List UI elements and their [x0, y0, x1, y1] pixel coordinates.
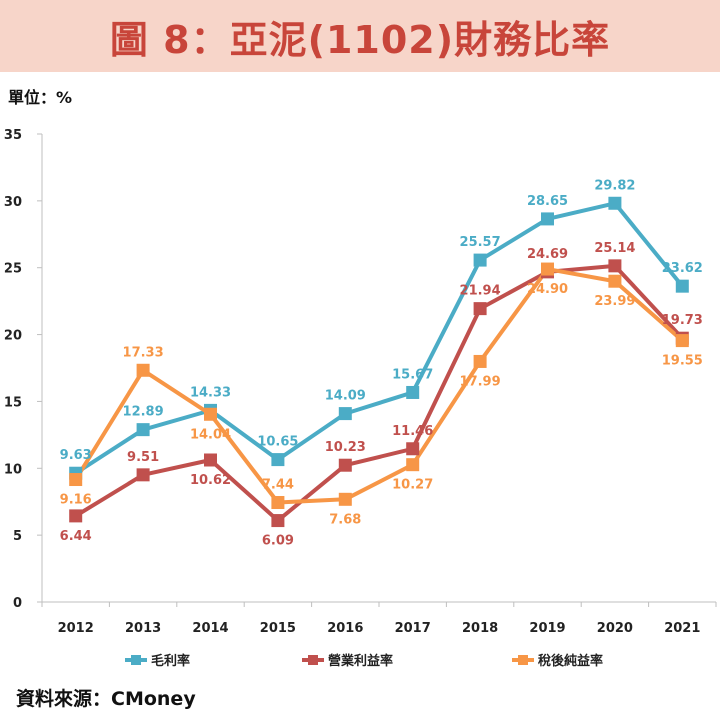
- data-label: 17.99: [460, 374, 501, 389]
- data-label: 23.99: [594, 294, 635, 309]
- data-label: 11.46: [392, 424, 433, 439]
- data-label: 28.65: [527, 194, 568, 209]
- data-point: [675, 334, 689, 348]
- data-point: [204, 453, 217, 467]
- data-point: [541, 262, 554, 276]
- y-tick-label: 15: [4, 395, 22, 410]
- x-tick-label: 2016: [327, 621, 363, 636]
- y-tick-label: 20: [4, 329, 22, 344]
- data-point: [675, 279, 689, 293]
- data-label: 9.16: [60, 493, 92, 508]
- y-tick-label: 5: [13, 529, 22, 544]
- x-tick-label: 2012: [58, 621, 94, 636]
- line-chart: 0 5 10 15 20 25 30 35 2012 2013 2014 2015 2016 2017 20…: [4, 128, 717, 669]
- chart-title: 圖 8：亞泥(1102)財務比率: [109, 17, 611, 62]
- legend-swatch-marker: [518, 655, 528, 665]
- title-bar: 圖 8：亞泥(1102)財務比率: [0, 0, 720, 72]
- x-tick-label: 2017: [395, 621, 431, 636]
- data-point: [473, 354, 487, 368]
- data-label: 9.51: [127, 450, 159, 465]
- legend-label: 稅後純益率: [538, 653, 603, 669]
- data-point: [473, 253, 487, 267]
- data-label: 7.68: [329, 512, 361, 527]
- data-label: 19.73: [662, 313, 703, 328]
- y-tick-label: 35: [4, 128, 22, 143]
- data-label: 29.82: [594, 178, 635, 193]
- x-tick-label: 2021: [664, 621, 700, 636]
- data-label: 10.27: [392, 478, 433, 493]
- data-point: [136, 423, 150, 437]
- data-point: [136, 363, 150, 377]
- data-label: 10.23: [325, 440, 366, 455]
- data-point: [204, 407, 217, 421]
- data-point: [541, 212, 554, 226]
- data-point: [473, 302, 487, 316]
- data-point: [69, 473, 83, 487]
- data-label: 25.57: [460, 235, 501, 250]
- data-label: 24.69: [527, 247, 568, 262]
- x-tick-label: 2015: [260, 621, 296, 636]
- data-point: [608, 259, 622, 273]
- data-label: 10.65: [257, 435, 298, 450]
- data-label: 6.09: [262, 534, 294, 549]
- x-tick-label: 2020: [597, 621, 633, 636]
- data-point: [271, 514, 285, 528]
- legend-swatch-marker: [308, 655, 318, 665]
- data-label: 6.44: [60, 529, 92, 544]
- y-tick-label: 0: [13, 596, 22, 611]
- data-label: 12.89: [123, 405, 164, 420]
- data-label: 14.09: [325, 389, 366, 404]
- data-point: [338, 458, 352, 472]
- data-point: [69, 509, 83, 523]
- data-point: [406, 385, 420, 399]
- data-label: 7.44: [262, 478, 294, 493]
- x-tick-label: 2014: [192, 621, 228, 636]
- data-point: [338, 407, 352, 421]
- data-label: 21.94: [460, 284, 501, 299]
- y-tick-label: 30: [4, 195, 22, 210]
- series-line: [74, 201, 684, 475]
- legend-label: 毛利率: [151, 653, 190, 669]
- data-label: 25.14: [594, 241, 635, 256]
- data-label: 14.04: [190, 427, 231, 442]
- data-point: [608, 196, 622, 210]
- x-tick-label: 2013: [125, 621, 161, 636]
- source-label: 資料來源：CMoney: [16, 688, 196, 710]
- legend-swatch-marker: [131, 655, 141, 665]
- data-label: 14.33: [190, 385, 231, 400]
- data-point: [271, 496, 285, 510]
- data-point: [406, 458, 420, 472]
- data-label: 24.90: [527, 282, 568, 297]
- data-point: [608, 274, 622, 288]
- data-label: 15.67: [392, 367, 433, 382]
- data-label: 19.55: [662, 354, 703, 369]
- x-tick-label: 2019: [529, 621, 565, 636]
- unit-label: 單位：%: [8, 88, 73, 107]
- x-tick-label: 2018: [462, 621, 498, 636]
- data-point: [406, 442, 420, 456]
- data-point: [136, 468, 150, 482]
- data-label: 17.33: [123, 345, 164, 360]
- y-tick-label: 10: [4, 462, 22, 477]
- data-label: 23.62: [662, 261, 703, 276]
- data-point: [338, 492, 352, 506]
- y-tick-label: 25: [4, 262, 22, 277]
- data-point: [271, 453, 285, 467]
- legend-label: 營業利益率: [328, 653, 393, 669]
- series-line: [73, 267, 684, 505]
- series-line: [74, 263, 684, 523]
- data-label: 10.62: [190, 473, 231, 488]
- data-label: 9.63: [60, 448, 92, 463]
